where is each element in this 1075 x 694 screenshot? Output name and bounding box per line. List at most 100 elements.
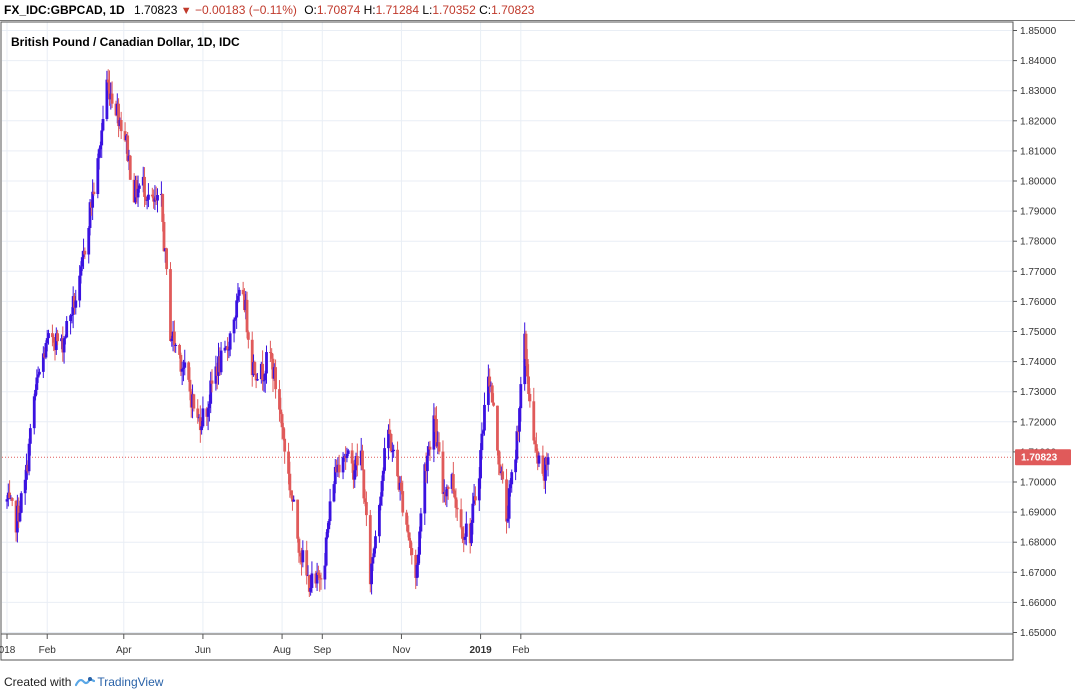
candle[interactable] <box>518 406 521 443</box>
symbol-label[interactable]: FX_IDC:GBPCAD, 1D <box>4 3 125 17</box>
candle[interactable] <box>501 463 505 484</box>
candle[interactable] <box>41 346 45 379</box>
candle[interactable] <box>256 372 259 381</box>
candle[interactable] <box>265 345 268 384</box>
candle[interactable] <box>198 405 202 443</box>
candle[interactable] <box>38 368 41 376</box>
candle[interactable] <box>528 388 532 408</box>
candle[interactable] <box>69 313 72 335</box>
candle[interactable] <box>541 445 545 477</box>
candle[interactable] <box>192 393 196 412</box>
candle[interactable] <box>372 546 376 558</box>
time-axis[interactable]: 018 Feb Apr Jun Aug Sep Nov 2019 Feb <box>0 634 530 656</box>
candle[interactable] <box>187 361 191 382</box>
candle[interactable] <box>137 183 141 193</box>
candle[interactable] <box>28 423 32 456</box>
candle[interactable] <box>105 70 109 122</box>
candle[interactable] <box>27 438 31 476</box>
candle[interactable] <box>483 392 486 436</box>
candle[interactable] <box>179 352 183 376</box>
candle[interactable] <box>87 226 91 264</box>
candle[interactable] <box>410 542 414 565</box>
candle[interactable] <box>36 366 40 383</box>
candle[interactable] <box>346 448 350 457</box>
candle[interactable] <box>241 281 245 296</box>
candle[interactable] <box>119 111 123 140</box>
candle[interactable] <box>226 337 229 361</box>
candle[interactable] <box>296 499 300 543</box>
candle[interactable] <box>136 175 140 207</box>
candle[interactable] <box>480 422 484 460</box>
candle[interactable] <box>407 532 411 541</box>
price-axis[interactable]: 1.65000 1.66000 1.67000 1.68000 1.69000 1.700… <box>1013 26 1057 639</box>
candle[interactable] <box>396 441 399 477</box>
candle[interactable] <box>307 574 311 598</box>
candle[interactable] <box>209 371 213 414</box>
candle[interactable] <box>392 444 396 458</box>
candle[interactable] <box>453 489 457 499</box>
candle[interactable] <box>389 433 393 453</box>
candle[interactable] <box>219 341 223 375</box>
candle[interactable] <box>464 511 468 546</box>
candle[interactable] <box>62 335 66 364</box>
candle[interactable] <box>162 213 166 252</box>
candle[interactable] <box>108 70 111 106</box>
candle[interactable] <box>250 331 254 387</box>
candle[interactable] <box>110 81 114 109</box>
candle[interactable] <box>423 462 427 525</box>
candle[interactable] <box>147 183 150 208</box>
candle[interactable] <box>451 461 455 494</box>
candle[interactable] <box>47 329 50 345</box>
candle[interactable] <box>292 495 296 502</box>
candle[interactable] <box>156 188 159 213</box>
candle[interactable] <box>281 422 285 441</box>
candle[interactable] <box>365 491 368 527</box>
candle[interactable] <box>65 316 69 338</box>
candle[interactable] <box>310 561 314 593</box>
candle[interactable] <box>97 147 101 170</box>
candle[interactable] <box>418 526 422 564</box>
candle[interactable] <box>10 497 14 507</box>
candle[interactable] <box>318 570 322 592</box>
candle[interactable] <box>25 453 28 490</box>
candle[interactable] <box>419 507 423 539</box>
candle[interactable] <box>381 467 385 491</box>
candle[interactable] <box>172 320 176 353</box>
candle[interactable] <box>278 380 281 422</box>
candle[interactable] <box>532 387 536 445</box>
candle[interactable] <box>301 540 305 568</box>
candle[interactable] <box>355 443 359 477</box>
candle[interactable] <box>383 437 386 474</box>
candle[interactable] <box>327 519 331 533</box>
candle[interactable] <box>253 360 257 376</box>
candle[interactable] <box>232 317 236 343</box>
candle[interactable] <box>96 153 100 199</box>
candle[interactable] <box>315 562 319 592</box>
candle[interactable] <box>169 262 172 342</box>
candle[interactable] <box>374 530 377 554</box>
candle[interactable] <box>510 469 514 493</box>
candle[interactable] <box>507 480 511 529</box>
candle[interactable] <box>180 361 184 386</box>
candle[interactable] <box>479 443 482 489</box>
candle[interactable] <box>324 532 328 567</box>
candle[interactable] <box>319 572 323 590</box>
candle[interactable] <box>274 359 277 399</box>
candle[interactable] <box>54 327 58 355</box>
candle[interactable] <box>35 369 39 395</box>
candle[interactable] <box>117 98 120 138</box>
candle[interactable] <box>333 458 337 494</box>
candle[interactable] <box>435 406 438 449</box>
candle[interactable] <box>83 247 87 260</box>
candle[interactable] <box>56 329 60 346</box>
candle[interactable] <box>546 453 550 477</box>
candle[interactable] <box>492 393 495 407</box>
candle[interactable] <box>210 369 214 393</box>
candle[interactable] <box>481 429 485 437</box>
candle[interactable] <box>437 432 441 455</box>
candle[interactable] <box>519 376 523 422</box>
candle[interactable] <box>345 447 349 463</box>
candle[interactable] <box>362 469 366 504</box>
candle[interactable] <box>92 182 96 196</box>
